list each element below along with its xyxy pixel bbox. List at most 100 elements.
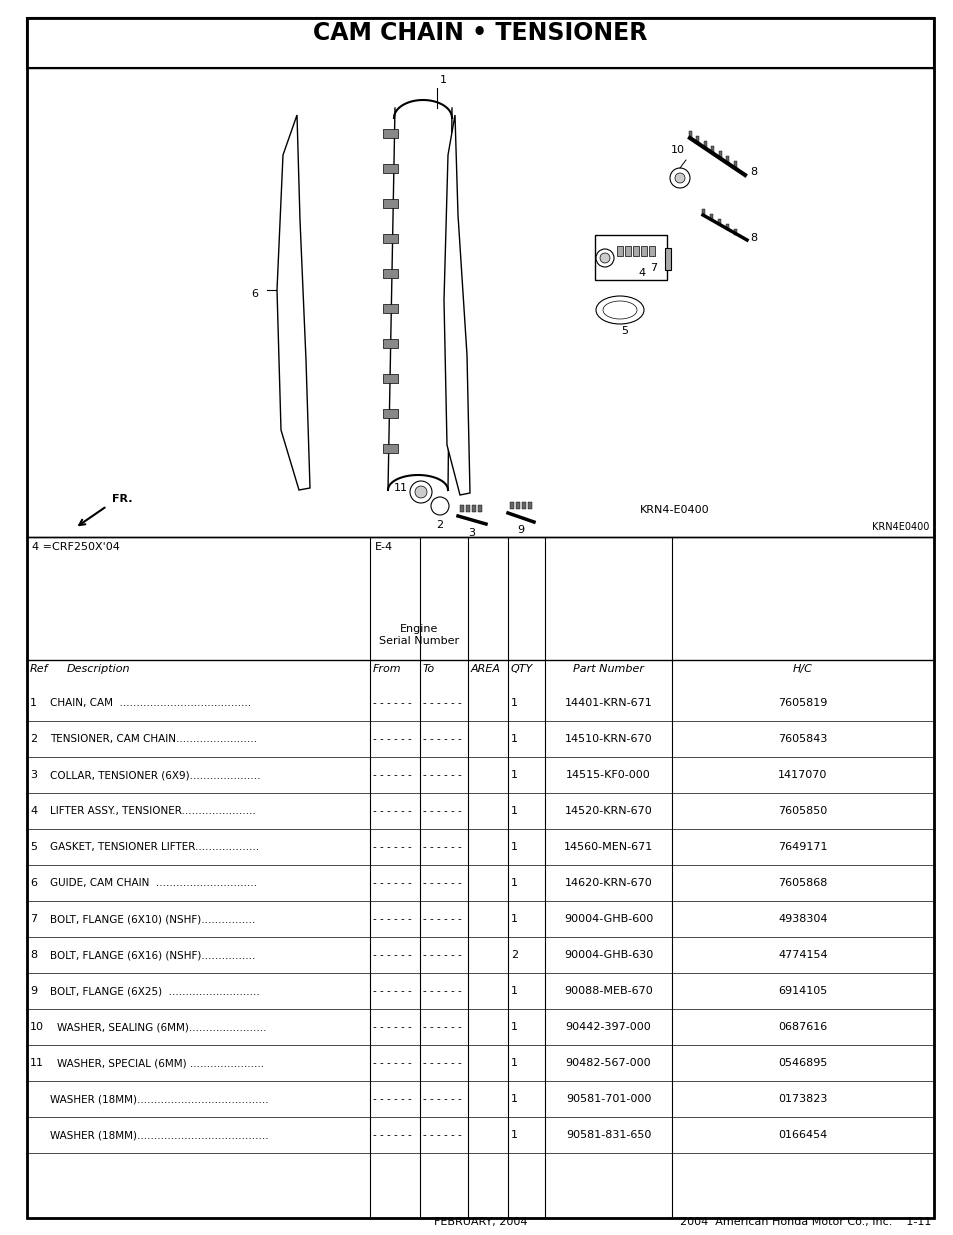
Text: - - - - - -: - - - - - - <box>373 842 412 852</box>
Text: BOLT, FLANGE (6X25)  ...........................: BOLT, FLANGE (6X25) ....................… <box>50 986 259 995</box>
Bar <box>688 131 691 138</box>
Text: 4: 4 <box>638 268 644 278</box>
Circle shape <box>669 168 689 188</box>
Bar <box>709 214 712 220</box>
Text: FEBRUARY, 2004: FEBRUARY, 2004 <box>434 1216 527 1226</box>
Circle shape <box>410 480 432 503</box>
Text: Part Number: Part Number <box>573 664 643 674</box>
Bar <box>477 505 481 513</box>
Text: Engine
Serial Number: Engine Serial Number <box>378 624 458 646</box>
Text: - - - - - -: - - - - - - <box>373 914 412 924</box>
Bar <box>382 164 397 173</box>
Text: 4938304: 4938304 <box>778 914 827 924</box>
Text: 1: 1 <box>511 1094 517 1104</box>
Text: 90088-MEB-670: 90088-MEB-670 <box>563 986 652 995</box>
Text: 2: 2 <box>30 734 37 743</box>
Text: CAM CHAIN • TENSIONER: CAM CHAIN • TENSIONER <box>313 21 647 44</box>
Text: WASHER (18MM).......................................: WASHER (18MM)...........................… <box>50 1094 269 1104</box>
Text: - - - - - -: - - - - - - <box>422 1023 461 1032</box>
Text: 14520-KRN-670: 14520-KRN-670 <box>564 806 652 816</box>
Bar <box>595 235 666 280</box>
Text: BOLT, FLANGE (6X16) (NSHF)................: BOLT, FLANGE (6X16) (NSHF)..............… <box>50 950 255 960</box>
Bar <box>382 374 397 383</box>
Bar <box>640 246 646 256</box>
Polygon shape <box>443 115 470 495</box>
Text: 1: 1 <box>30 698 37 708</box>
Text: - - - - - -: - - - - - - <box>373 1058 412 1068</box>
Bar <box>382 128 397 138</box>
Text: 1: 1 <box>511 1058 517 1068</box>
Text: - - - - - -: - - - - - - <box>422 878 461 888</box>
Bar <box>726 156 729 163</box>
Bar <box>648 246 655 256</box>
Bar <box>664 248 670 270</box>
Text: - - - - - -: - - - - - - <box>422 698 461 708</box>
Text: 9: 9 <box>517 525 524 535</box>
Text: Description: Description <box>67 664 131 674</box>
Text: LIFTER ASSY., TENSIONER......................: LIFTER ASSY., TENSIONER.................… <box>50 806 255 816</box>
Bar <box>382 233 397 243</box>
Bar <box>696 136 699 143</box>
Text: GASKET, TENSIONER LIFTER...................: GASKET, TENSIONER LIFTER................… <box>50 842 259 852</box>
Text: 3: 3 <box>468 529 475 538</box>
Text: 0166454: 0166454 <box>778 1130 827 1140</box>
Text: - - - - - -: - - - - - - <box>373 806 412 816</box>
Bar <box>27 68 933 537</box>
Bar <box>382 409 397 417</box>
Text: 6914105: 6914105 <box>778 986 827 995</box>
Circle shape <box>599 253 609 263</box>
Text: - - - - - -: - - - - - - <box>373 950 412 960</box>
Text: 90581-701-000: 90581-701-000 <box>565 1094 651 1104</box>
Text: - - - - - -: - - - - - - <box>422 950 461 960</box>
Bar <box>382 304 397 312</box>
Text: 14620-KRN-670: 14620-KRN-670 <box>564 878 652 888</box>
Bar <box>624 246 630 256</box>
Text: 8: 8 <box>30 950 37 960</box>
Text: 7605850: 7605850 <box>778 806 827 816</box>
Polygon shape <box>276 115 310 490</box>
Text: 14560-MEN-671: 14560-MEN-671 <box>563 842 653 852</box>
Text: To: To <box>422 664 435 674</box>
Bar <box>633 246 639 256</box>
Text: - - - - - -: - - - - - - <box>422 769 461 781</box>
Text: - - - - - -: - - - - - - <box>373 1023 412 1032</box>
Text: QTY: QTY <box>511 664 533 674</box>
Bar <box>733 228 737 235</box>
Text: - - - - - -: - - - - - - <box>373 769 412 781</box>
Text: 14515-KF0-000: 14515-KF0-000 <box>565 769 650 781</box>
Text: 1417070: 1417070 <box>778 769 827 781</box>
Text: 4774154: 4774154 <box>778 950 827 960</box>
Bar <box>703 141 706 148</box>
Text: - - - - - -: - - - - - - <box>422 1094 461 1104</box>
Bar <box>382 199 397 207</box>
Text: 10: 10 <box>30 1023 44 1032</box>
Ellipse shape <box>596 296 643 324</box>
Text: - - - - - -: - - - - - - <box>373 878 412 888</box>
Text: - - - - - -: - - - - - - <box>373 698 412 708</box>
Text: 9: 9 <box>30 986 37 995</box>
Text: 8: 8 <box>749 233 757 243</box>
Text: E-4: E-4 <box>375 542 393 552</box>
Text: GUIDE, CAM CHAIN  ..............................: GUIDE, CAM CHAIN .......................… <box>50 878 257 888</box>
Text: - - - - - -: - - - - - - <box>422 914 461 924</box>
Text: H/C: H/C <box>792 664 812 674</box>
Text: 1: 1 <box>511 842 517 852</box>
Bar <box>521 501 525 509</box>
Bar <box>527 501 532 509</box>
Text: 7605868: 7605868 <box>778 878 827 888</box>
Text: 90004-GHB-630: 90004-GHB-630 <box>563 950 653 960</box>
Bar <box>516 501 519 509</box>
Text: KRN4E0400: KRN4E0400 <box>871 522 928 532</box>
Text: Ref: Ref <box>30 664 49 674</box>
Text: KRN4-E0400: KRN4-E0400 <box>639 505 709 515</box>
Text: 1: 1 <box>511 769 517 781</box>
Text: 2004  American Honda Motor Co., Inc.    1-11: 2004 American Honda Motor Co., Inc. 1-11 <box>679 1216 930 1226</box>
Circle shape <box>431 496 449 515</box>
Text: 5: 5 <box>620 326 628 336</box>
Text: 2: 2 <box>511 950 517 960</box>
Text: 7: 7 <box>30 914 37 924</box>
Text: 0173823: 0173823 <box>778 1094 827 1104</box>
Text: 14510-KRN-670: 14510-KRN-670 <box>564 734 652 743</box>
Text: CHAIN, CAM  .......................................: CHAIN, CAM .............................… <box>50 698 251 708</box>
Text: - - - - - -: - - - - - - <box>422 1130 461 1140</box>
